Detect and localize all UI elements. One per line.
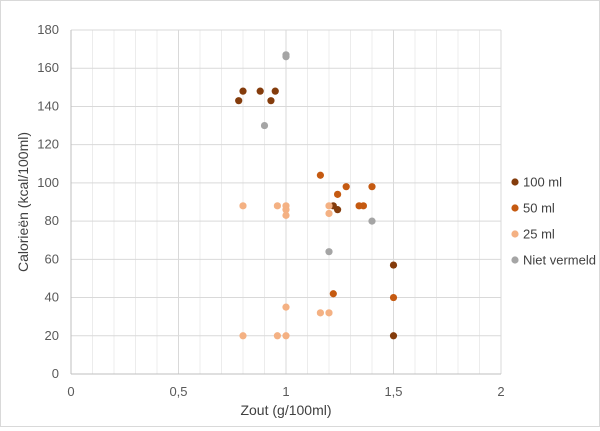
data-point bbox=[342, 183, 350, 191]
y-tick-label: 0 bbox=[52, 366, 59, 381]
x-tick-label: 1 bbox=[282, 384, 289, 399]
y-tick-label: 80 bbox=[45, 213, 59, 228]
legend-label: 25 ml bbox=[523, 227, 555, 242]
x-tick-label: 1,5 bbox=[384, 384, 402, 399]
data-point bbox=[239, 202, 247, 210]
legend: 100 ml 50 ml 25 ml Niet vermeld bbox=[511, 175, 596, 268]
data-point bbox=[329, 290, 337, 298]
y-tick-label: 160 bbox=[37, 60, 59, 75]
data-point bbox=[267, 97, 275, 105]
y-tick-label: 120 bbox=[37, 137, 59, 152]
y-tick-label: 100 bbox=[37, 175, 59, 190]
data-point bbox=[325, 248, 333, 256]
data-points bbox=[235, 51, 398, 340]
data-point bbox=[256, 87, 264, 95]
data-point bbox=[239, 87, 247, 95]
y-tick-label: 180 bbox=[37, 22, 59, 37]
data-point bbox=[389, 261, 398, 269]
data-point bbox=[316, 171, 324, 179]
data-point bbox=[271, 87, 279, 95]
data-point bbox=[282, 206, 290, 214]
x-axis-title: Zout (g/100ml) bbox=[240, 402, 331, 418]
legend-label: 100 ml bbox=[523, 175, 562, 190]
data-point bbox=[334, 206, 342, 214]
y-tick-label: 60 bbox=[45, 251, 59, 266]
gridlines bbox=[71, 29, 502, 374]
data-point bbox=[368, 217, 376, 225]
x-tick-label: 0,5 bbox=[169, 384, 187, 399]
legend-label: 50 ml bbox=[523, 201, 555, 216]
data-point bbox=[282, 332, 290, 340]
y-axis-title: Calorieën (kcal/100ml) bbox=[15, 132, 31, 272]
legend-marker bbox=[511, 256, 519, 264]
data-point bbox=[282, 211, 290, 219]
data-point bbox=[273, 332, 281, 340]
data-point bbox=[325, 309, 333, 317]
data-point bbox=[235, 97, 243, 105]
data-point bbox=[389, 332, 398, 340]
data-point bbox=[334, 190, 342, 198]
data-point bbox=[368, 183, 376, 191]
y-tick-label: 40 bbox=[45, 290, 59, 305]
data-point bbox=[389, 293, 398, 302]
legend-marker bbox=[511, 204, 519, 212]
tick-labels: 0 20 40 60 80 100 120 140 160 180 0 0,5 1 1,5 2 bbox=[37, 22, 504, 399]
legend-marker bbox=[511, 178, 519, 186]
axes bbox=[70, 30, 501, 375]
data-point bbox=[260, 121, 269, 130]
legend-marker bbox=[511, 230, 519, 238]
data-point bbox=[282, 53, 290, 61]
y-tick-label: 20 bbox=[45, 328, 59, 343]
x-tick-label: 2 bbox=[497, 384, 504, 399]
y-tick-label: 140 bbox=[37, 98, 59, 113]
data-point bbox=[273, 202, 281, 210]
data-point bbox=[359, 202, 367, 210]
data-point bbox=[239, 332, 247, 340]
legend-label: Niet vermeld bbox=[523, 253, 596, 268]
data-point bbox=[316, 309, 324, 317]
x-tick-label: 0 bbox=[67, 384, 74, 399]
data-point bbox=[282, 303, 290, 311]
data-point bbox=[325, 209, 333, 218]
data-point bbox=[325, 202, 333, 210]
